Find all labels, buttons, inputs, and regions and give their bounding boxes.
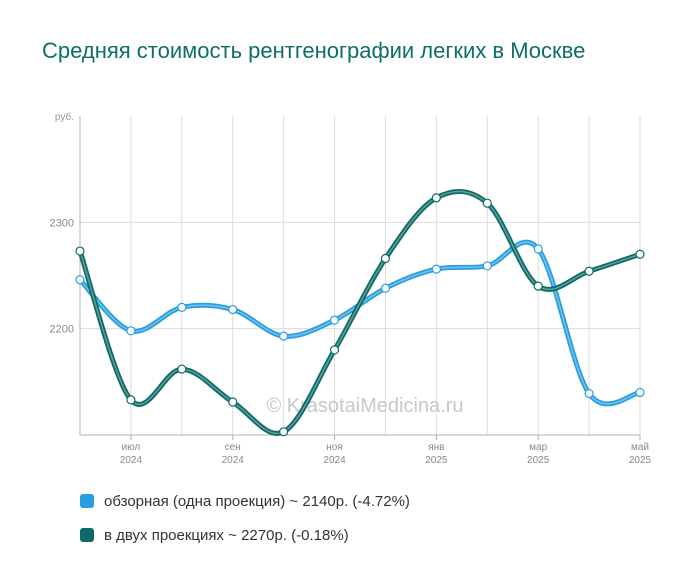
series-1-point[interactable] xyxy=(533,244,543,254)
legend-swatch-series-2 xyxy=(80,528,94,542)
series-2-point[interactable] xyxy=(533,281,543,291)
series-2-point[interactable] xyxy=(584,266,594,276)
x-tick-label-year: 2025 xyxy=(629,455,652,466)
series-2-point[interactable] xyxy=(482,198,492,208)
series-1-point[interactable] xyxy=(228,304,238,315)
legend-item-series-1[interactable]: обзорная (одна проекция) ~ 2140р. (-4.72… xyxy=(80,484,410,518)
watermark-text: © KrasotaiMedicina.ru xyxy=(266,395,463,417)
x-tick-label-year: 2024 xyxy=(222,455,245,466)
x-tick-label-month: янв xyxy=(428,442,444,453)
y-tick-label: 2300 xyxy=(50,217,74,229)
legend-item-series-2[interactable]: в двух проекциях ~ 2270р. (-0.18%) xyxy=(80,518,410,552)
x-tick-label-year: 2024 xyxy=(120,455,143,466)
x-tick-label-month: сен xyxy=(225,442,241,453)
series-2-point[interactable] xyxy=(635,249,645,259)
series-2-point[interactable] xyxy=(75,246,85,256)
y-axis-unit-label: руб. xyxy=(55,111,74,123)
x-tick-label-year: 2025 xyxy=(527,455,550,466)
series-1-point[interactable] xyxy=(482,261,492,271)
series-1-line[interactable] xyxy=(77,239,643,407)
series-2-point[interactable] xyxy=(228,397,238,407)
series-1-point[interactable] xyxy=(380,283,391,293)
series-1-point[interactable] xyxy=(584,388,594,399)
x-tick-label-month: мар xyxy=(529,442,547,453)
x-tick-label-month: ноя xyxy=(326,442,343,453)
series-2-point[interactable] xyxy=(279,427,289,437)
x-tick-label-year: 2024 xyxy=(323,455,346,466)
legend-label-series-1: обзорная (одна проекция) ~ 2140р. (-4.72… xyxy=(104,492,410,510)
series-1-point[interactable] xyxy=(126,326,136,336)
x-tick-label-year: 2025 xyxy=(425,455,448,466)
series-1-point[interactable] xyxy=(75,275,85,285)
series-1-line-highlight xyxy=(79,241,641,405)
legend-label-series-2: в двух проекциях ~ 2270р. (-0.18%) xyxy=(104,526,349,544)
series-2-point[interactable] xyxy=(329,345,340,355)
chart-title: Средняя стоимость рентгенографии легких … xyxy=(42,38,586,63)
legend-swatch-series-1 xyxy=(80,494,94,508)
series-1-point[interactable] xyxy=(279,331,289,341)
x-tick-label-month: май xyxy=(631,442,649,453)
y-tick-label: 2200 xyxy=(50,324,74,336)
legend: обзорная (одна проекция) ~ 2140р. (-4.72… xyxy=(80,484,410,552)
series-1-point[interactable] xyxy=(635,387,645,398)
series-2-point[interactable] xyxy=(431,193,441,203)
series-1-point[interactable] xyxy=(177,302,187,312)
series-2-point[interactable] xyxy=(126,395,136,405)
series-1-point[interactable] xyxy=(329,315,340,325)
series-2-point[interactable] xyxy=(380,253,391,264)
x-tick-label-month: июл xyxy=(122,442,141,453)
series-2-point[interactable] xyxy=(177,364,187,374)
series-1-point[interactable] xyxy=(431,264,441,274)
